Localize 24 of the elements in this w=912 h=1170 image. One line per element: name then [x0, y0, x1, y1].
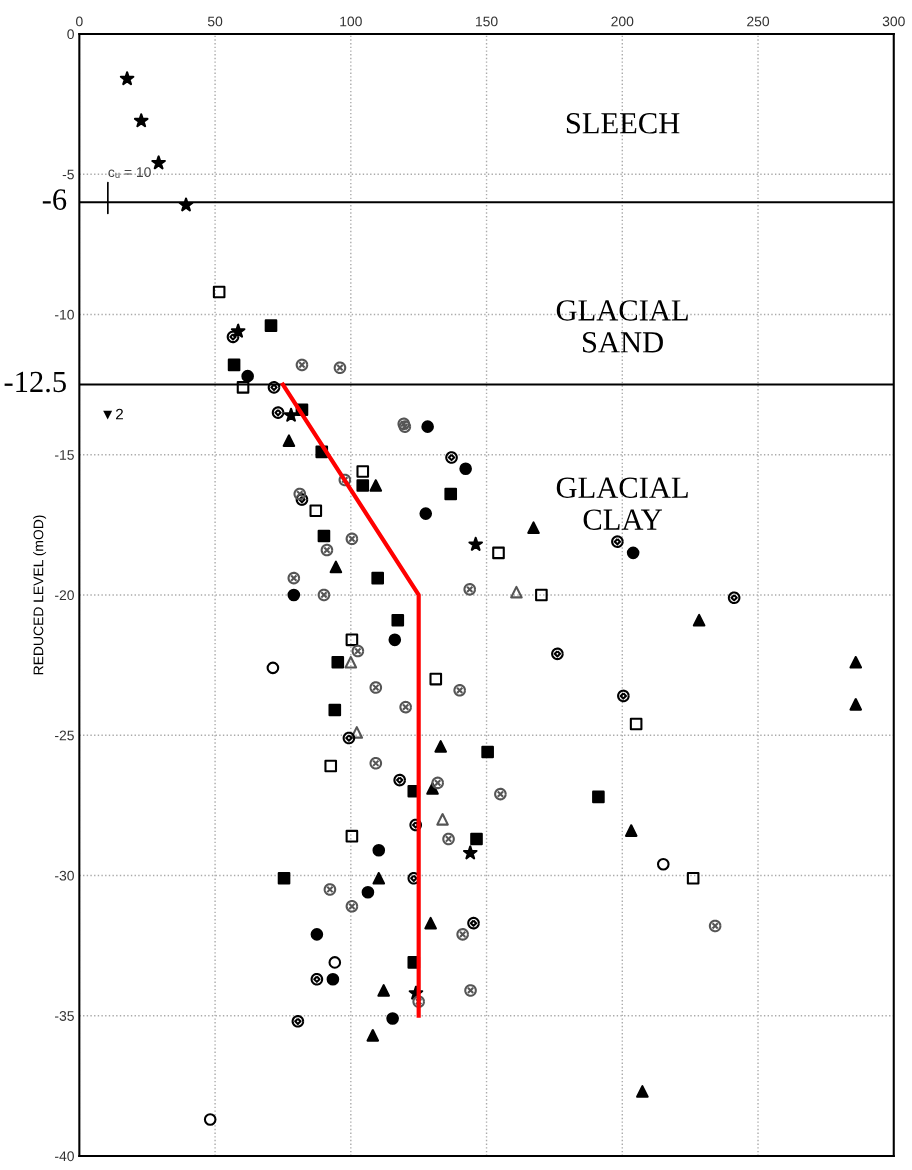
y-tick-label: -30	[55, 870, 74, 881]
ref-line-label: -6	[42, 189, 67, 210]
annotation: cᵤ = 10	[108, 167, 151, 178]
x-tick-label: 300	[882, 16, 905, 27]
annotation: GLACIAL CLAY	[556, 477, 688, 530]
y-tick-label: 0	[67, 29, 74, 40]
x-tick-label: 100	[340, 16, 362, 27]
y-tick-label: -35	[55, 1011, 74, 1021]
ref-line-label: -12.5	[4, 371, 66, 393]
x-tick-label: 50	[207, 16, 223, 27]
y-tick-label: -5	[62, 169, 74, 180]
annotation: SLEECH	[566, 113, 680, 134]
y-tick-label: -15	[55, 450, 74, 460]
x-tick-label: 0	[76, 16, 83, 27]
x-tick-label: 200	[611, 16, 634, 27]
y-tick-label: -40	[55, 1151, 74, 1162]
y-tick-label: -20	[55, 590, 74, 601]
y-axis-title: REDUCED LEVEL (mOD)	[33, 515, 47, 675]
y-tick-label: -25	[55, 730, 74, 741]
x-tick-label: 150	[476, 16, 498, 27]
annotation: ▼2	[103, 408, 123, 420]
y-tick-label: -10	[55, 309, 74, 320]
annotation: GLACIAL SAND	[556, 300, 688, 353]
x-tick-label: 250	[747, 16, 770, 27]
